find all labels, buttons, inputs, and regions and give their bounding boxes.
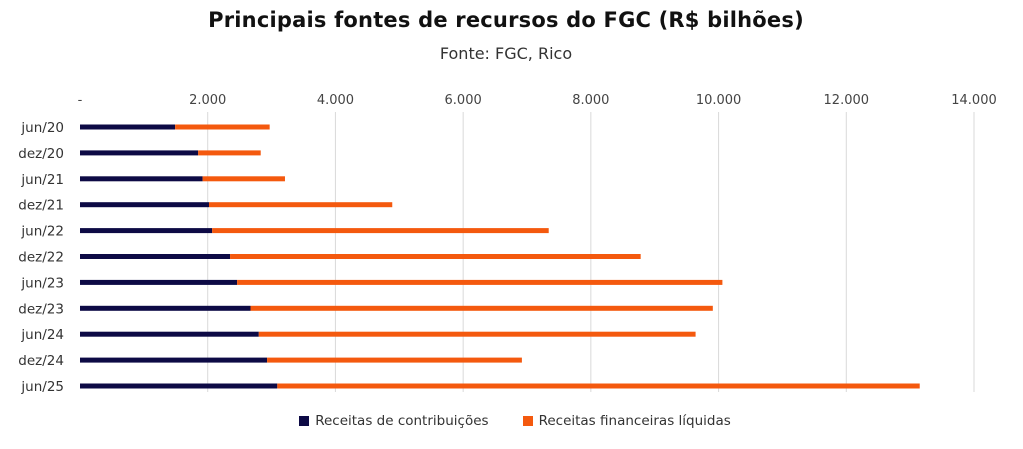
bar-receitas-financeiras [277,383,920,389]
chart-title: Principais fontes de recursos do FGC (R$… [208,8,804,32]
y-tick-label: jun/25 [20,379,64,395]
y-tick-label: jun/21 [20,172,64,188]
bar-receitas-contribuicoes [80,305,251,311]
x-tick-label: 14.000 [951,93,997,108]
legend-label-contribuicoes: Receitas de contribuições [315,413,489,429]
legend-swatch-financeiras [522,416,533,426]
y-tick-label: jun/23 [20,275,64,291]
legend-item-financeiras: Receitas financeiras líquidas [522,413,731,429]
x-tick-label: 4.000 [317,93,354,108]
legend-item-contribuicoes: Receitas de contribuições [299,413,489,429]
y-tick-label: dez/22 [18,250,64,266]
bar-receitas-financeiras [258,331,696,337]
legend: Receitas de contribuições Receitas finan… [0,413,1023,429]
bar-receitas-financeiras [212,228,549,234]
y-tick-label: dez/21 [18,198,64,214]
x-tick-label: 2.000 [189,93,226,108]
y-tick-label: jun/20 [20,120,64,136]
bar-receitas-financeiras [237,279,723,285]
bar-receitas-contribuicoes [80,124,176,130]
chart-subtitle: Fonte: FGC, Rico [439,44,573,63]
x-tick-label: 6.000 [445,93,482,108]
legend-label-financeiras: Receitas financeiras líquidas [538,413,731,429]
bar-receitas-financeiras [202,176,285,182]
bar-receitas-financeiras [208,202,393,208]
bar-receitas-contribuicoes [80,279,238,285]
x-tick-label: 10.000 [696,93,742,108]
y-tick-label: jun/22 [20,224,64,240]
bar-receitas-financeiras [267,357,522,363]
bar-receitas-contribuicoes [80,228,213,234]
bar-receitas-financeiras [198,150,261,156]
bar-receitas-contribuicoes [80,202,209,208]
bar-receitas-financeiras [250,305,713,311]
bar-receitas-contribuicoes [80,150,199,156]
y-tick-label: dez/24 [18,353,64,369]
y-tick-label: dez/20 [18,146,64,162]
bar-receitas-contribuicoes [80,357,268,363]
x-tick-label: - [78,93,83,108]
bar-receitas-contribuicoes [80,331,259,337]
y-tick-label: dez/23 [18,301,64,317]
bar-receitas-contribuicoes [80,254,231,259]
x-tick-label: 12.000 [824,93,870,108]
legend-swatch-contribuicoes [299,416,310,426]
bar-receitas-financeiras [230,254,641,259]
bar-receitas-contribuicoes [80,383,278,389]
y-tick-label: jun/24 [20,327,64,343]
bar-receitas-contribuicoes [80,176,203,182]
bar-receitas-financeiras [175,124,270,130]
x-tick-label: 8.000 [572,93,609,108]
